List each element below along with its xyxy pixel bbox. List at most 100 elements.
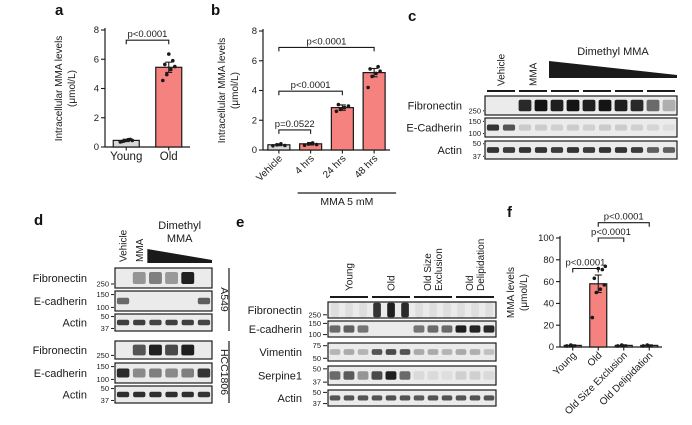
blot-band	[483, 395, 495, 401]
blot-band	[598, 99, 612, 112]
blot-band	[385, 349, 397, 355]
blot-band	[646, 147, 660, 153]
blot-band	[502, 147, 516, 153]
blot-band	[329, 349, 341, 355]
y-axis-label: (μmol/L)	[519, 274, 530, 311]
blot-band	[373, 302, 381, 318]
y-axis-label: Intracellular MMA levels	[217, 38, 228, 144]
blot-band	[614, 124, 628, 131]
data-point	[376, 64, 380, 69]
blot-band	[197, 297, 211, 305]
molecular-weight-marker: 150	[468, 117, 481, 126]
x-category-label: 48 hrs	[353, 153, 380, 180]
blot-band	[534, 99, 548, 112]
blot-box	[327, 342, 497, 362]
x-category-label: 24 hrs	[321, 153, 348, 180]
bar	[330, 106, 354, 151]
blot-band	[518, 124, 532, 131]
blot-band	[455, 349, 467, 355]
blot-row-label: Fibronectin	[248, 305, 302, 317]
data-point	[161, 78, 165, 83]
data-point	[338, 107, 343, 112]
blot-band	[343, 325, 355, 333]
blot-band	[630, 147, 644, 153]
blot-band	[181, 319, 194, 326]
blot-band	[455, 325, 467, 333]
significance-bracket	[278, 129, 312, 134]
blot-band	[646, 99, 660, 112]
blot-band	[582, 124, 596, 131]
blot-band	[385, 395, 397, 401]
blot-band	[582, 99, 596, 112]
p-value-label: p=0.0522	[275, 119, 315, 130]
lane-label: Vehicle	[119, 229, 130, 262]
wedge-label: Dimethyl	[158, 220, 201, 232]
concentration-wedge-icon	[549, 61, 677, 78]
bar	[362, 71, 386, 151]
blot-band	[486, 124, 500, 131]
blot-band	[662, 147, 676, 153]
blot-box	[114, 313, 213, 332]
blot-box	[484, 95, 678, 116]
blot-band	[457, 302, 465, 318]
data-point	[167, 52, 171, 56]
significance-bracket	[597, 222, 650, 227]
blot-band	[483, 349, 495, 355]
y-tick-label: 80	[543, 255, 554, 266]
panel-b-label: b	[211, 2, 221, 19]
blot-band	[329, 371, 341, 380]
blot-row-label: Fibronectin	[408, 101, 462, 113]
data-point	[334, 109, 339, 114]
blot-row-label: Fibronectin	[33, 345, 87, 357]
molecular-weight-marker: 37	[101, 396, 109, 405]
data-point	[310, 141, 315, 145]
p-value-label: p<0.0001	[291, 80, 331, 91]
panel-c-label: c	[408, 8, 417, 25]
blot-band	[614, 99, 628, 112]
p-value-label: p<0.0001	[128, 29, 168, 40]
blot-band	[181, 272, 195, 284]
wedge-label: MMA	[167, 233, 193, 245]
blot-band	[165, 344, 178, 356]
y-tick-label: 0	[94, 142, 99, 153]
y-tick-label: 2	[252, 115, 257, 126]
blot-band	[582, 147, 596, 153]
data-point	[592, 276, 597, 281]
y-tick-label: 4	[252, 86, 257, 97]
blot-band	[331, 302, 339, 318]
blot-box	[114, 385, 213, 404]
blot-band	[116, 319, 130, 326]
y-tick-label: 8	[94, 25, 99, 36]
data-point	[594, 290, 599, 295]
blot-box	[327, 365, 497, 386]
blot-band	[441, 395, 453, 401]
blot-band	[469, 325, 481, 333]
blot-band	[149, 368, 162, 378]
y-tick-label: 6	[252, 56, 257, 67]
molecular-weight-marker: 50	[313, 388, 321, 397]
blot-band	[441, 325, 453, 333]
molecular-weight-marker: 150	[96, 290, 109, 299]
lane-group-label: Exclusion	[434, 248, 445, 291]
data-point	[169, 67, 173, 72]
cell-line-label: HCC1806	[218, 349, 230, 395]
x-category-label: Young	[110, 151, 142, 163]
y-tick-label: 100	[538, 233, 554, 244]
blot-band	[197, 391, 211, 398]
data-point	[374, 71, 378, 76]
data-point	[645, 343, 650, 347]
blot-row-label: Serpine1	[258, 371, 302, 383]
panel-f-label: f	[507, 204, 512, 221]
p-value-label: p<0.0001	[307, 36, 347, 47]
data-point	[271, 144, 275, 148]
blot-box	[114, 290, 213, 312]
blot-band	[415, 302, 423, 318]
molecular-weight-marker: 100	[96, 303, 109, 312]
blot-box	[327, 389, 497, 407]
panel-a-bar-chart: Intracellular MMA levels (μmol/L) 0 2 4 6 8 You…	[54, 25, 190, 163]
x-category-label: 4 hrs	[293, 153, 317, 177]
blot-band	[149, 319, 162, 326]
y-axis-label: Intracellular MMA levels	[54, 36, 65, 142]
molecular-weight-marker: 150	[96, 362, 109, 371]
blot-row-label: Vimentin	[259, 347, 302, 359]
